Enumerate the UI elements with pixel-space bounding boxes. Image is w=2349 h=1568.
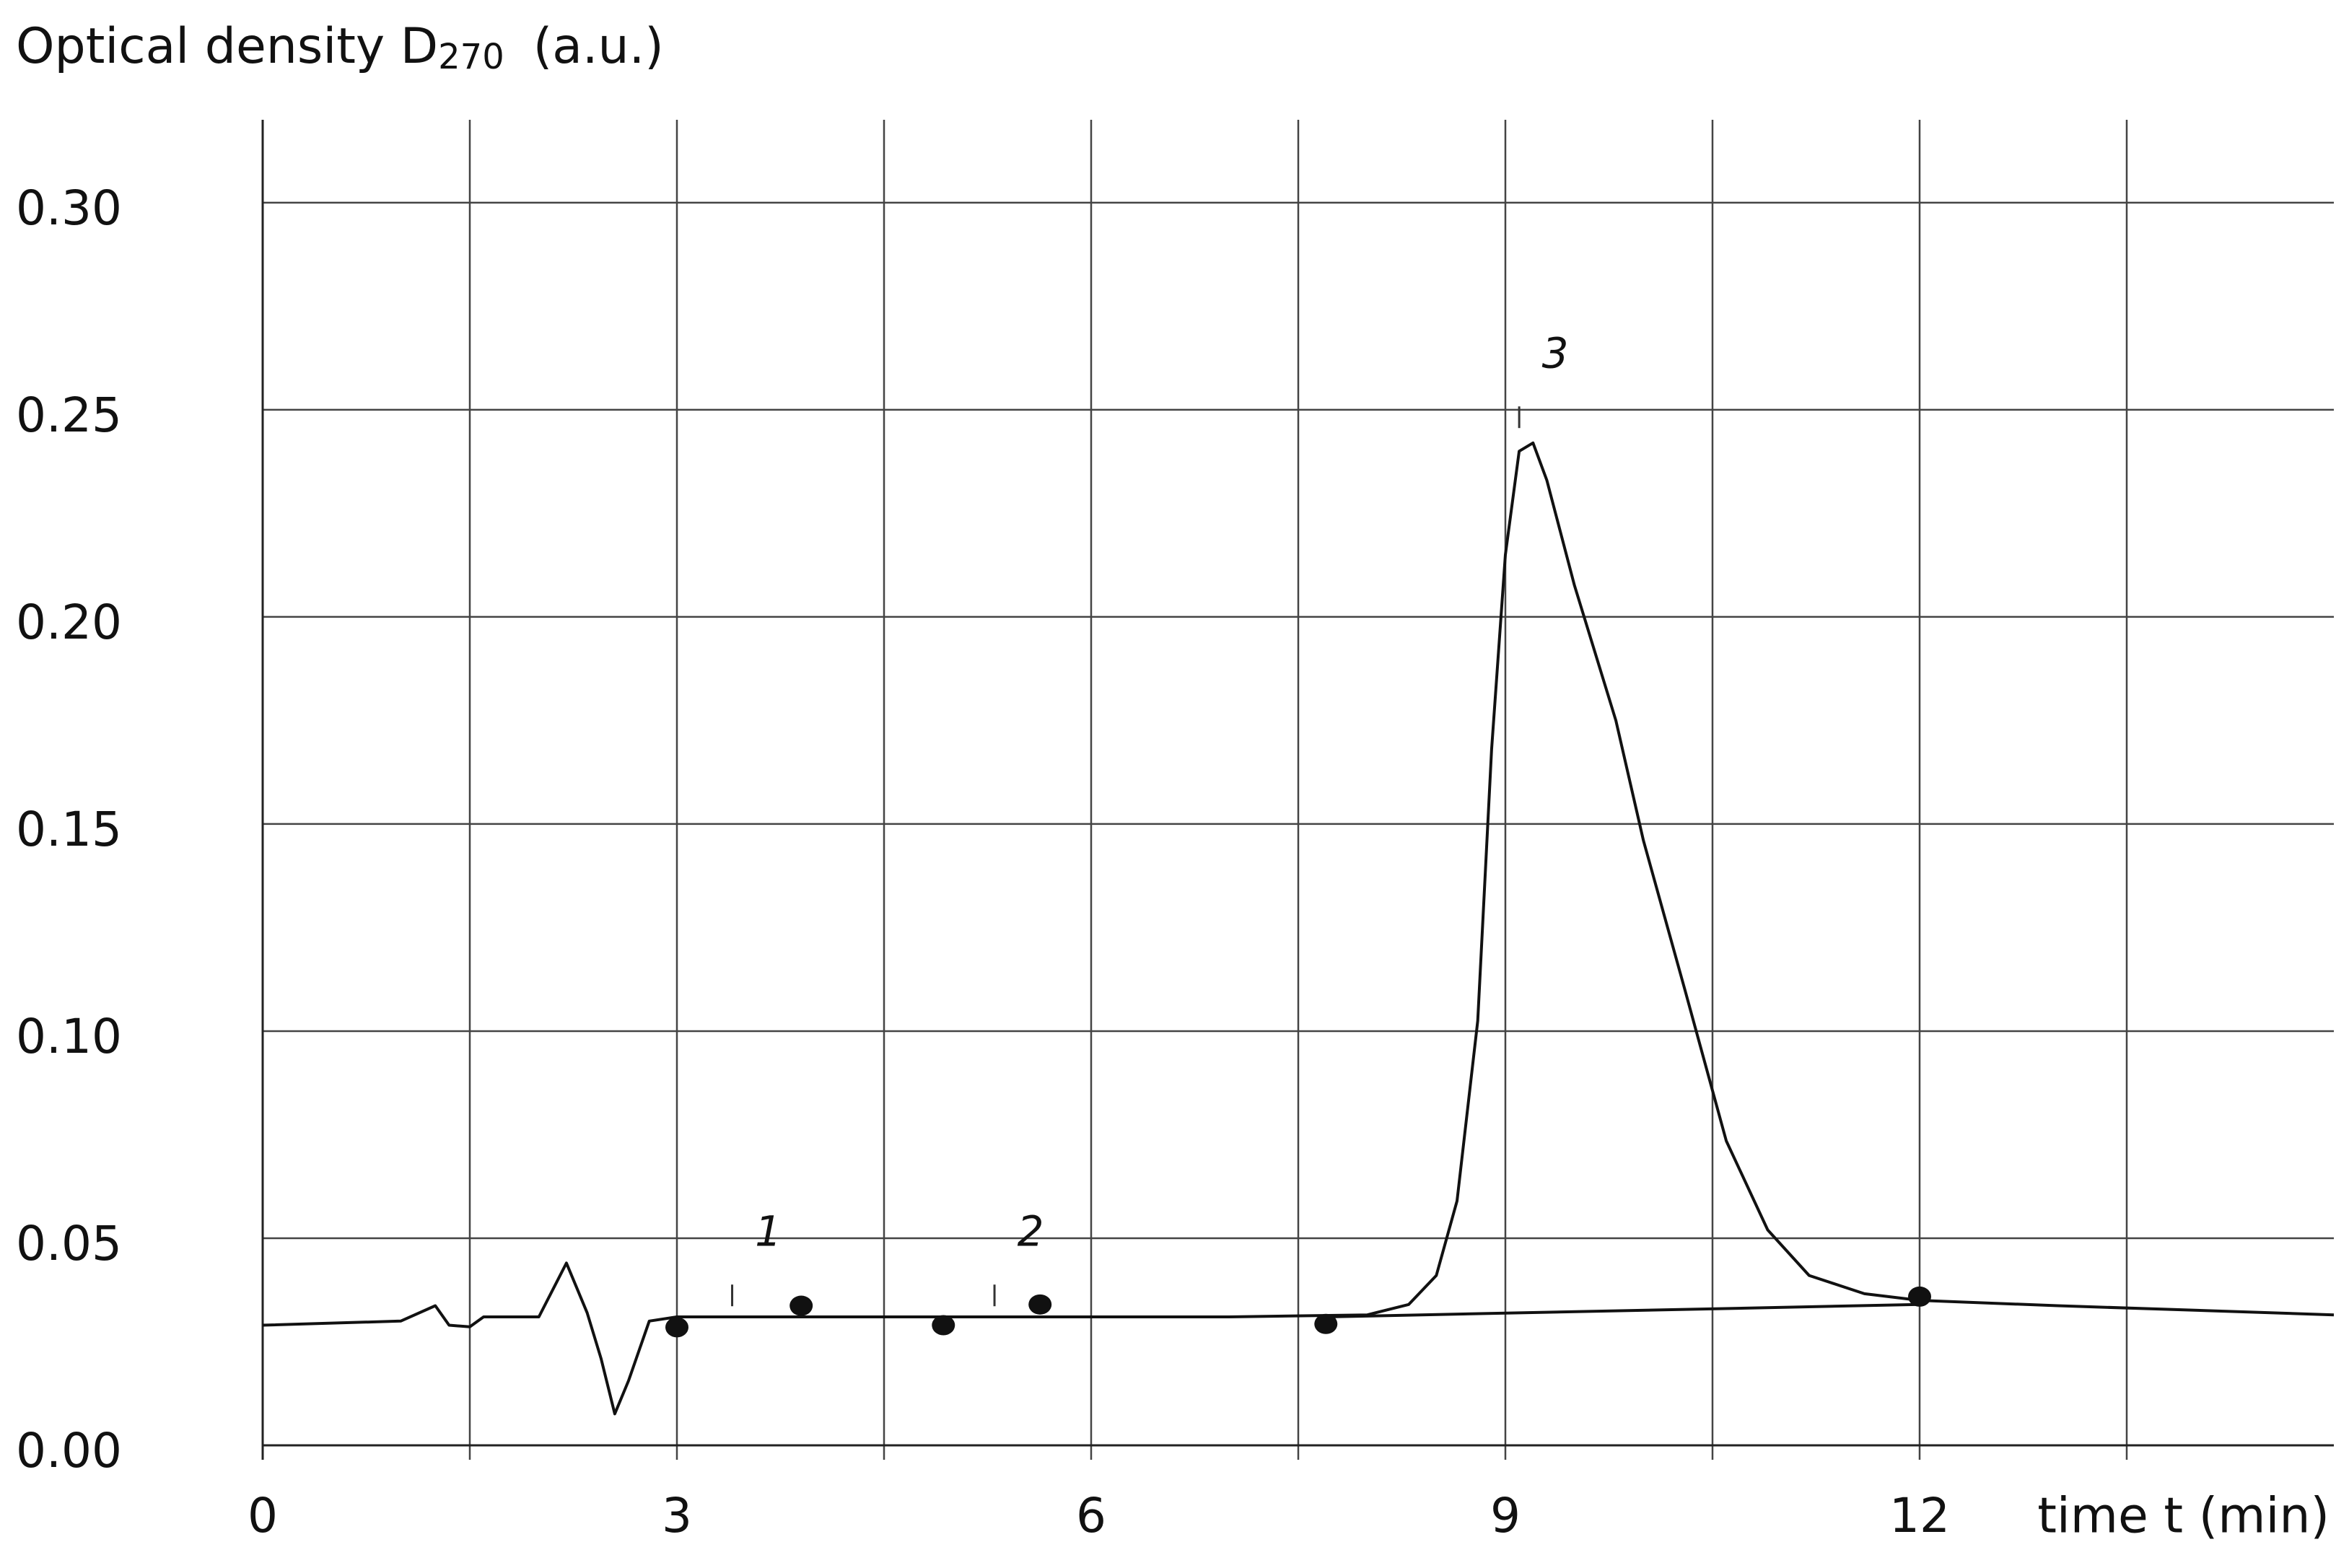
data-point xyxy=(665,1317,688,1338)
x-tick-label: 6 xyxy=(1076,1488,1106,1543)
peak-label: 1 xyxy=(755,1206,782,1256)
x-tick-label: 0 xyxy=(248,1488,278,1543)
data-point xyxy=(932,1315,955,1336)
peak-label: 2 xyxy=(1018,1206,1044,1256)
data-point xyxy=(1908,1286,1931,1307)
y-tick-label: 0.25 xyxy=(16,387,122,443)
y-tick-label: 0.05 xyxy=(16,1216,122,1271)
y-tick-label: 0.30 xyxy=(16,180,122,236)
y-title-main: Optical density D xyxy=(16,18,438,75)
y-tick-label: 0.10 xyxy=(16,1009,122,1064)
x-axis-title: time t (min) xyxy=(2037,1488,2330,1545)
x-tick-label: 3 xyxy=(662,1488,692,1543)
y-tick-label: 0.15 xyxy=(16,802,122,857)
data-line xyxy=(1326,1302,1920,1318)
x-tick-label: 9 xyxy=(1490,1488,1521,1543)
data-point xyxy=(1028,1294,1052,1315)
y-tick-label: 0.20 xyxy=(16,595,122,650)
x-tick-label: 12 xyxy=(1889,1488,1950,1543)
y-tick-label: 0.00 xyxy=(16,1423,122,1479)
y-title-sub: 270 xyxy=(438,37,504,77)
y-axis-title: Optical density D270 (a.u.) xyxy=(16,18,664,77)
data-point xyxy=(789,1295,813,1316)
data-point xyxy=(1314,1313,1338,1334)
y-title-unit: (a.u.) xyxy=(533,18,664,75)
peak-label: 3 xyxy=(1542,328,1569,377)
data-line xyxy=(262,441,2335,1416)
